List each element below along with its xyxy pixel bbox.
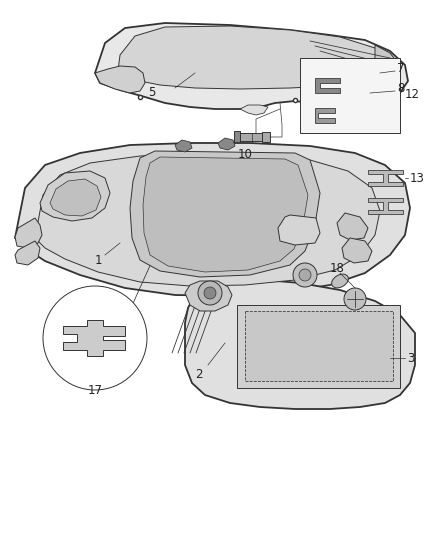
Text: 18: 18 — [330, 262, 345, 274]
Bar — [300, 58, 400, 133]
Text: 1: 1 — [95, 254, 102, 268]
Polygon shape — [185, 281, 232, 311]
Polygon shape — [95, 66, 145, 93]
Text: 12: 12 — [405, 88, 420, 101]
Polygon shape — [234, 131, 240, 143]
Polygon shape — [237, 305, 400, 388]
Polygon shape — [143, 157, 308, 272]
Polygon shape — [337, 213, 368, 240]
Polygon shape — [35, 153, 380, 286]
Polygon shape — [240, 133, 262, 141]
Polygon shape — [185, 280, 415, 409]
Polygon shape — [342, 238, 372, 263]
Polygon shape — [15, 218, 42, 248]
Polygon shape — [95, 23, 408, 109]
Polygon shape — [175, 140, 192, 152]
Polygon shape — [368, 170, 403, 186]
Polygon shape — [63, 320, 125, 356]
Polygon shape — [15, 143, 410, 296]
Polygon shape — [262, 132, 270, 142]
Polygon shape — [278, 215, 320, 245]
Polygon shape — [368, 198, 403, 214]
Polygon shape — [240, 105, 268, 115]
Text: 3: 3 — [407, 351, 414, 365]
Circle shape — [344, 288, 366, 310]
Polygon shape — [40, 171, 110, 221]
Text: 8: 8 — [397, 83, 404, 95]
Polygon shape — [315, 108, 335, 123]
Polygon shape — [130, 151, 320, 277]
Ellipse shape — [332, 274, 348, 288]
Text: 7: 7 — [397, 61, 405, 75]
Circle shape — [198, 281, 222, 305]
Text: 10: 10 — [238, 149, 253, 161]
Polygon shape — [118, 26, 390, 89]
Circle shape — [204, 287, 216, 299]
Text: 5: 5 — [148, 86, 155, 100]
Circle shape — [299, 269, 311, 281]
Polygon shape — [50, 179, 101, 216]
Polygon shape — [245, 311, 393, 381]
Circle shape — [293, 263, 317, 287]
Circle shape — [43, 286, 147, 390]
Text: 17: 17 — [88, 384, 103, 397]
Polygon shape — [218, 138, 235, 150]
Polygon shape — [15, 241, 40, 265]
Text: 2: 2 — [195, 368, 202, 382]
Polygon shape — [315, 78, 340, 93]
Polygon shape — [330, 45, 400, 105]
Text: 13: 13 — [410, 172, 425, 184]
